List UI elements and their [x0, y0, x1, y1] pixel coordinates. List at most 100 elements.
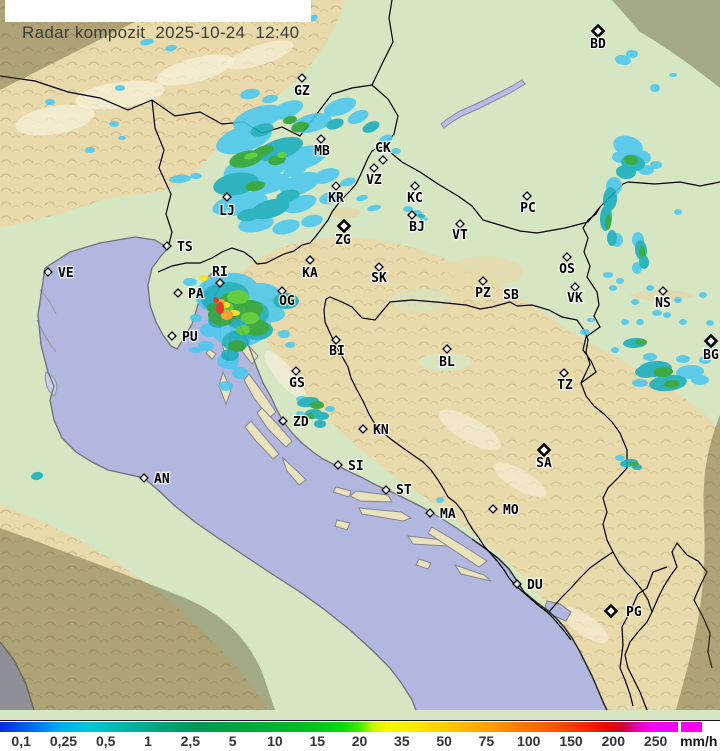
radar-blob	[236, 325, 250, 335]
radar-blob	[650, 84, 660, 92]
radar-blob	[188, 347, 204, 353]
radar-blob	[296, 411, 304, 417]
radar-blob	[367, 204, 381, 212]
radar-blob	[356, 194, 368, 202]
radar-blob	[635, 339, 647, 345]
city-marker-PZ	[478, 276, 488, 286]
title-text: Radar kompozit 2025-10-24 12:40	[22, 23, 300, 42]
city-marker-GS	[291, 366, 301, 376]
radar-blob	[277, 152, 287, 158]
city-marker-VZ	[369, 163, 379, 173]
radar-blob	[417, 214, 425, 218]
radar-blob	[679, 319, 687, 325]
city-label-MB: MB	[314, 144, 330, 159]
city-label-OS: OS	[559, 262, 575, 277]
radar-blob	[624, 154, 638, 166]
radar-blob	[262, 94, 278, 104]
radar-blob	[216, 302, 224, 314]
radar-blob	[221, 310, 233, 320]
radar-blob	[638, 246, 646, 258]
sea	[0, 237, 607, 710]
city-marker-PA	[173, 288, 183, 298]
radar-echoes	[31, 4, 716, 503]
radar-blob	[270, 100, 304, 120]
radar-blob	[669, 73, 677, 77]
radar-blob	[609, 285, 617, 291]
city-marker-MO	[488, 504, 498, 514]
city-label-KR: KR	[328, 191, 344, 206]
legend-unit: mm/h	[680, 733, 718, 749]
city-label-SB: SB	[503, 288, 519, 303]
radar-blob	[169, 174, 191, 184]
legend: 0,1 0,25 0,5 1 2,5 5 10 15 20 35 50 75 100 150 200 250 m…	[0, 720, 720, 751]
city-label-VK: VK	[567, 291, 583, 306]
radar-blob	[281, 296, 295, 304]
city-marker-BJ	[407, 210, 417, 220]
radar-blob	[310, 401, 324, 409]
radar-blob	[615, 54, 631, 66]
city-marker-PU	[167, 331, 177, 341]
legend-bar-row	[0, 720, 720, 732]
radar-blob	[632, 262, 642, 274]
legend-value: 0,5	[96, 733, 116, 749]
legend-value: 75	[478, 733, 495, 749]
radar-blob	[283, 115, 297, 125]
city-label-ST: ST	[396, 483, 412, 498]
city-label-ZD: ZD	[293, 415, 309, 430]
radar-blob	[621, 319, 629, 325]
radar-blob	[250, 123, 274, 137]
city-marker-KR	[331, 181, 341, 191]
city-label-PA: PA	[188, 287, 204, 302]
city-marker-DU	[512, 579, 522, 589]
city-label-RI: RI	[212, 265, 228, 280]
radar-blob	[646, 285, 654, 291]
radar-blob	[118, 136, 126, 140]
legend-value: 250	[643, 733, 668, 749]
radar-blob	[291, 121, 309, 133]
city-marker-BI	[331, 335, 341, 345]
city-marker-ZG	[336, 218, 352, 234]
city-label-SA: SA	[536, 456, 552, 471]
radar-blob	[643, 353, 657, 361]
city-label-VZ: VZ	[366, 173, 382, 188]
radar-blob	[611, 347, 619, 353]
city-label-KA: KA	[302, 266, 318, 281]
legend-value: 5	[228, 733, 237, 749]
city-marker-PC	[522, 191, 532, 201]
city-marker-OS	[562, 252, 572, 262]
city-label-DU: DU	[527, 578, 543, 593]
radar-blob	[213, 297, 219, 303]
radar-blob	[616, 278, 624, 284]
radar-blob	[650, 161, 662, 169]
radar-blob	[699, 292, 707, 298]
radar-blob	[653, 366, 673, 378]
city-marker-BG	[703, 333, 719, 349]
city-markers: VE TS LJ GZ MB CK VZ KR KC BJ VT PC BD ZG KA SK PZ SB OS VK…	[43, 23, 720, 621]
radar-blob	[207, 303, 219, 313]
legend-value: 50	[436, 733, 452, 749]
radar-blob	[326, 118, 344, 130]
legend-gradient-bar	[0, 722, 678, 732]
radar-blob	[323, 97, 357, 117]
radar-blob	[190, 173, 202, 179]
radar-blob	[325, 406, 335, 412]
city-marker-GZ	[297, 73, 307, 83]
radar-blob	[283, 163, 307, 177]
radar-blob	[391, 148, 401, 154]
radar-blob	[587, 318, 595, 322]
legend-value: 15	[309, 733, 326, 749]
radar-blob	[706, 320, 714, 326]
radar-blob	[629, 462, 639, 466]
radar-blob	[232, 367, 248, 379]
city-marker-TS	[162, 241, 172, 251]
city-label-MA: MA	[440, 507, 456, 522]
radar-blob	[221, 349, 239, 361]
legend-value: 35	[394, 733, 410, 749]
radar-blob	[240, 88, 260, 100]
radar-blob	[272, 219, 300, 235]
radar-blob	[109, 121, 119, 127]
radar-blob	[636, 319, 644, 325]
radar-blob	[632, 379, 648, 387]
radar-blob	[602, 187, 618, 211]
radar-blob	[664, 379, 680, 389]
